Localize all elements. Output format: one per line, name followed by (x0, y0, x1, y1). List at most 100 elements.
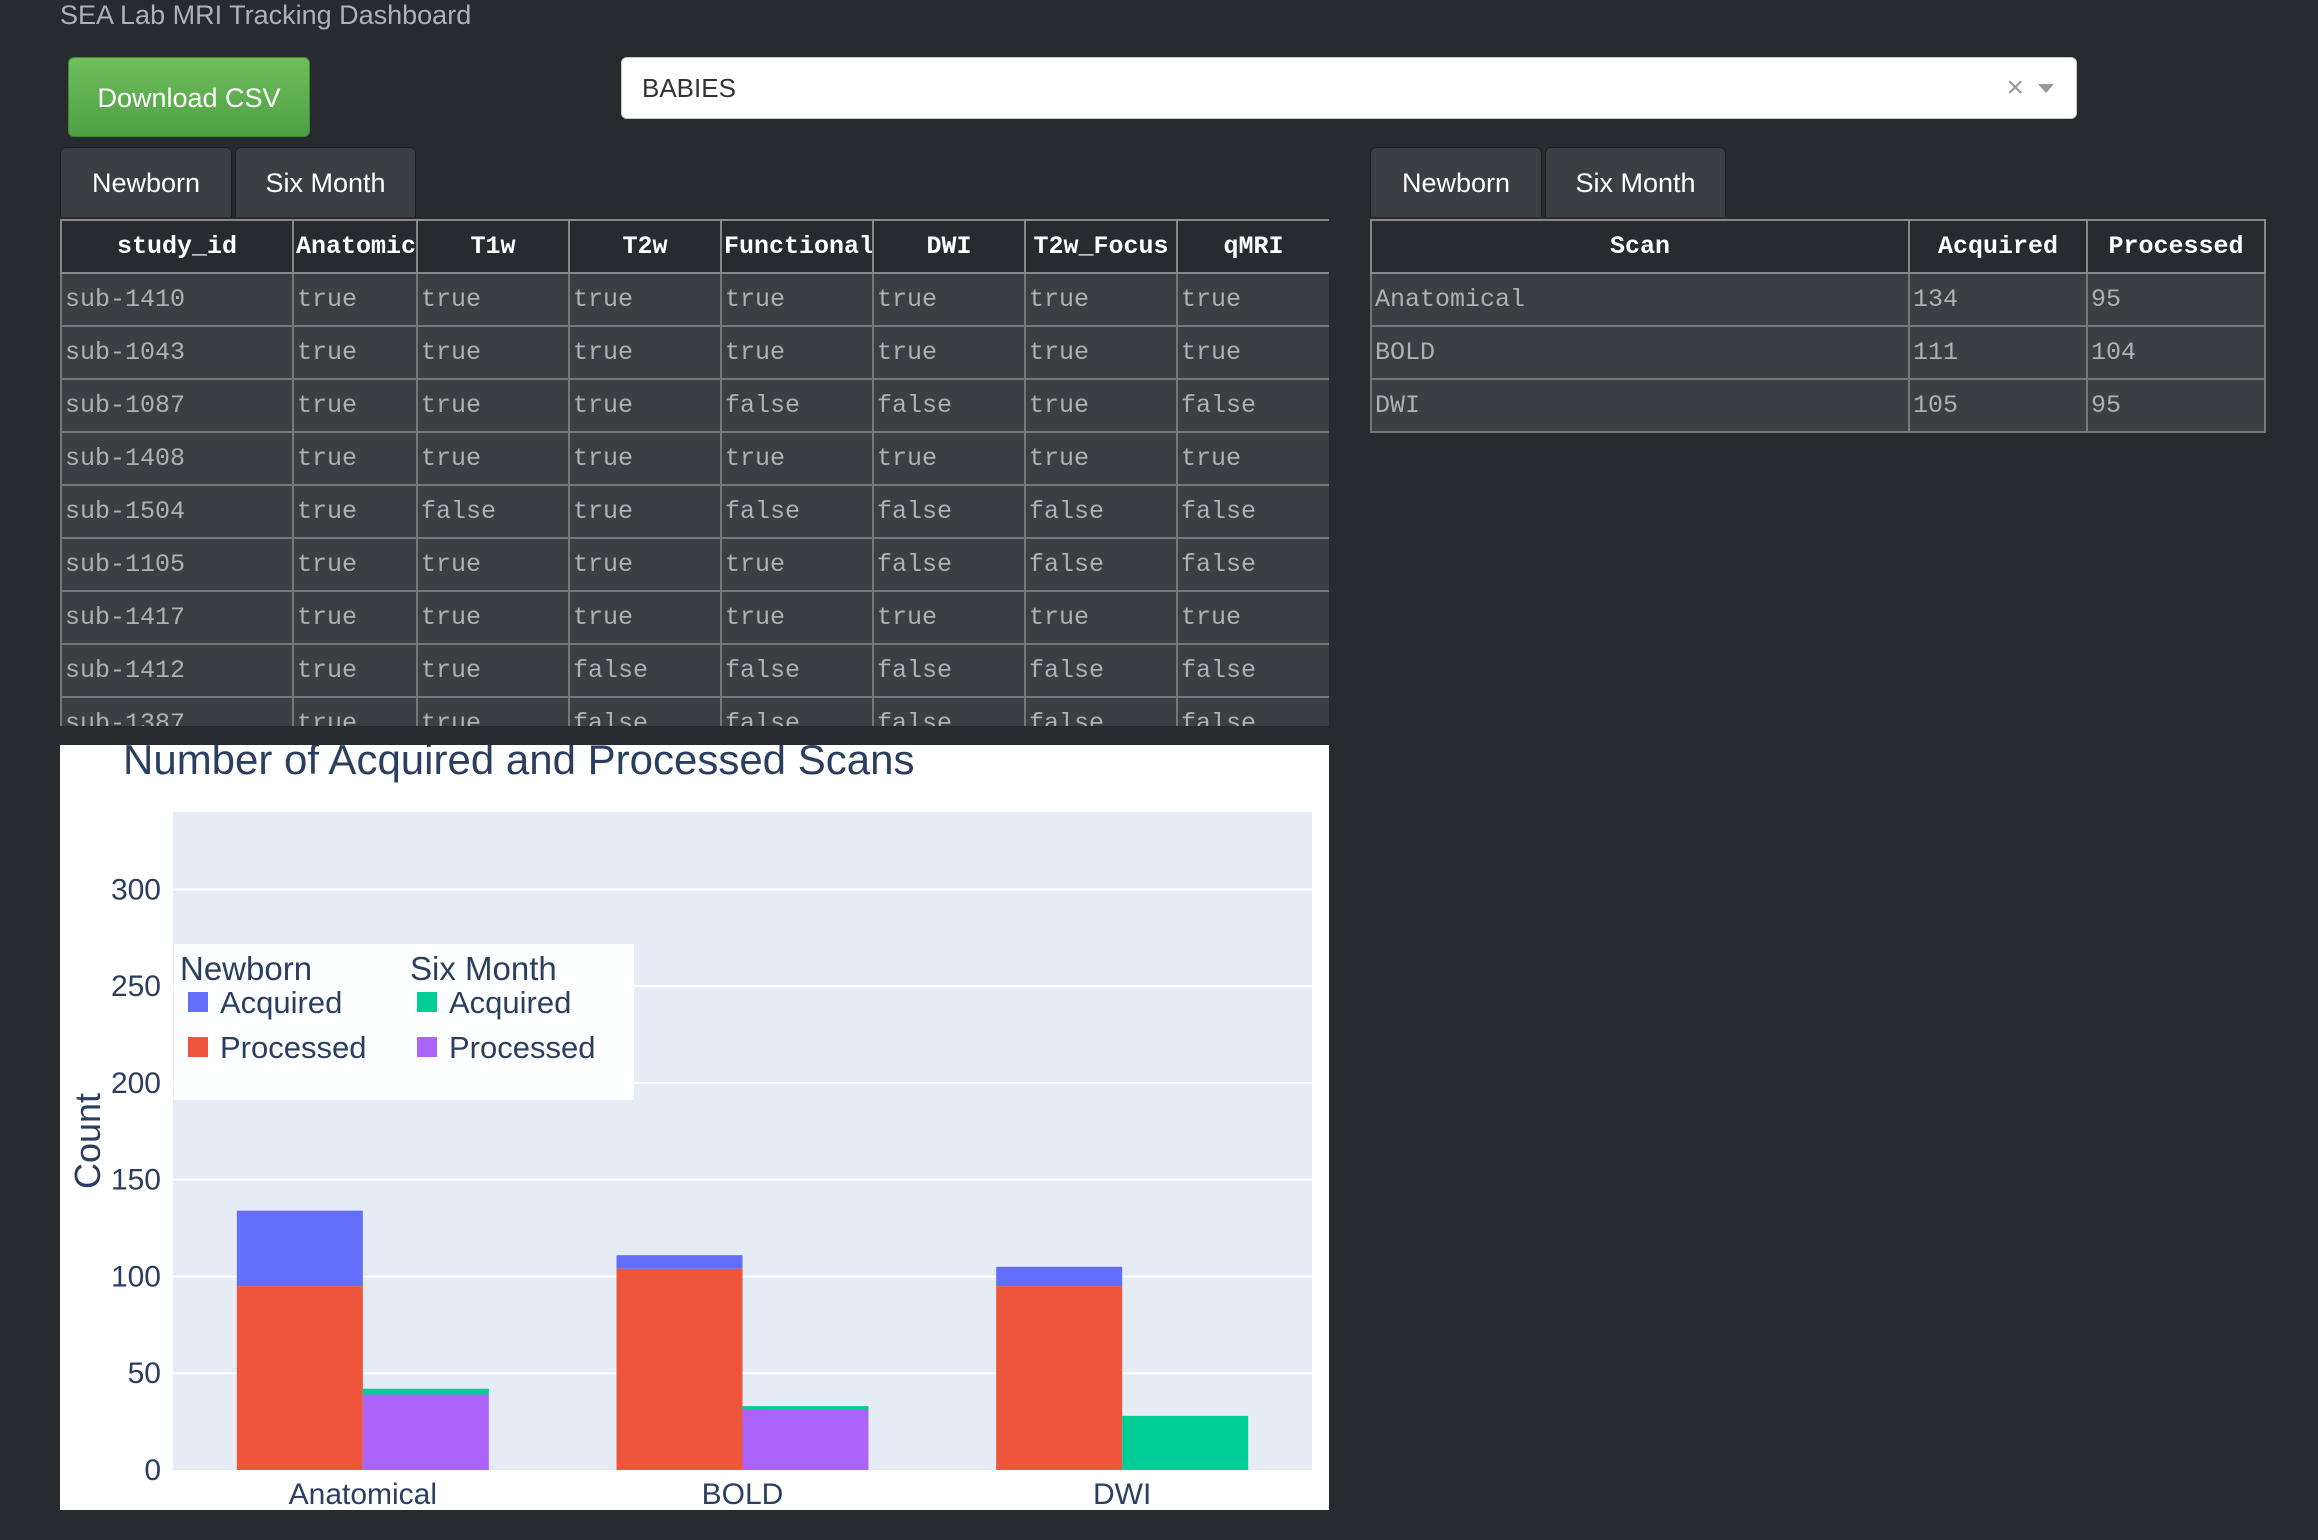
subject-table-cell[interactable]: true (416, 272, 570, 327)
subject-table-cell[interactable]: true (568, 537, 722, 592)
subject-table-cell[interactable]: true (872, 272, 1026, 327)
subject-table-cell[interactable]: true (1176, 431, 1329, 486)
tab-six-month-left[interactable]: Six Month (235, 147, 416, 217)
subject-table-cell[interactable]: false (872, 696, 1026, 726)
subject-table-cell[interactable]: true (720, 590, 874, 645)
subject-table-cell[interactable]: true (568, 590, 722, 645)
subject-table-header-3[interactable]: T2w (568, 219, 722, 274)
summary-table-cell[interactable]: DWI (1370, 378, 1910, 433)
tab-newborn-right[interactable]: Newborn (1370, 147, 1542, 217)
subject-table-cell[interactable]: true (872, 590, 1026, 645)
subject-table-cell[interactable]: true (292, 643, 418, 698)
subject-table-cell[interactable]: true (1176, 272, 1329, 327)
chevron-down-icon[interactable] (2038, 84, 2054, 93)
subject-table-cell[interactable]: true (1024, 590, 1178, 645)
subject-table-cell[interactable]: true (720, 325, 874, 380)
subject-table-cell[interactable]: sub-1412 (60, 643, 294, 698)
subject-table-cell[interactable]: false (416, 484, 570, 539)
subject-table-cell[interactable]: true (568, 272, 722, 327)
summary-table-header-0[interactable]: Scan (1370, 219, 1910, 274)
subject-table-header-5[interactable]: DWI (872, 219, 1026, 274)
subject-table-cell[interactable]: true (568, 325, 722, 380)
subject-table-cell[interactable]: true (872, 325, 1026, 380)
subject-table-container[interactable]: study_idAnatomicalT1wT2wFunctionalDWIT2w… (60, 219, 1329, 726)
summary-table-header-1[interactable]: Acquired (1908, 219, 2088, 274)
subject-table-cell[interactable]: false (1176, 537, 1329, 592)
subject-table-cell[interactable]: sub-1417 (60, 590, 294, 645)
clear-icon[interactable]: × (2006, 71, 2024, 104)
subject-table-cell[interactable]: true (720, 272, 874, 327)
subject-table-cell[interactable]: sub-1504 (60, 484, 294, 539)
subject-table-cell[interactable]: false (720, 643, 874, 698)
subject-table-cell[interactable]: false (1176, 378, 1329, 433)
subject-table-cell[interactable]: true (872, 431, 1026, 486)
subject-table-cell[interactable]: true (292, 484, 418, 539)
subject-table-cell[interactable]: true (720, 537, 874, 592)
subject-table-cell[interactable]: true (292, 696, 418, 726)
subject-table-cell[interactable]: false (568, 643, 722, 698)
cohort-dropdown[interactable]: BABIES × (621, 57, 2077, 119)
subject-table-cell[interactable]: false (720, 696, 874, 726)
subject-table-cell[interactable]: true (292, 325, 418, 380)
subject-table-cell[interactable]: true (416, 537, 570, 592)
subject-table-cell[interactable]: true (1176, 325, 1329, 380)
subject-table-cell[interactable]: true (292, 378, 418, 433)
subject-table-cell[interactable]: true (416, 696, 570, 726)
subject-table-cell[interactable]: false (1024, 484, 1178, 539)
subject-table-cell[interactable]: false (872, 484, 1026, 539)
summary-table-cell[interactable]: 111 (1908, 325, 2088, 380)
subject-table-cell[interactable]: sub-1043 (60, 325, 294, 380)
subject-table-cell[interactable]: true (1024, 325, 1178, 380)
subject-table-cell[interactable]: true (568, 431, 722, 486)
subject-table-cell[interactable]: true (1024, 272, 1178, 327)
summary-table-cell[interactable]: 104 (2086, 325, 2266, 380)
subject-table-cell[interactable]: false (1176, 484, 1329, 539)
tab-six-month-right[interactable]: Six Month (1545, 147, 1726, 217)
subject-table-cell[interactable]: true (1176, 590, 1329, 645)
tab-newborn-left[interactable]: Newborn (60, 147, 232, 217)
subject-table-cell[interactable]: false (872, 643, 1026, 698)
summary-table-cell[interactable]: 134 (1908, 272, 2088, 327)
subject-table-cell[interactable]: false (720, 378, 874, 433)
subject-table-cell[interactable]: true (416, 325, 570, 380)
subject-table-cell[interactable]: false (568, 696, 722, 726)
subject-table-header-6[interactable]: T2w_Focus (1024, 219, 1178, 274)
subject-table-header-7[interactable]: qMRI (1176, 219, 1329, 274)
summary-table-cell[interactable]: 95 (2086, 378, 2266, 433)
summary-table-cell[interactable]: Anatomical (1370, 272, 1910, 327)
summary-table-cell[interactable]: BOLD (1370, 325, 1910, 380)
subject-table-cell[interactable]: false (720, 484, 874, 539)
subject-table-cell[interactable]: false (1176, 643, 1329, 698)
subject-table-cell[interactable]: true (568, 378, 722, 433)
subject-table-cell[interactable]: false (1024, 537, 1178, 592)
subject-table-cell[interactable]: false (1024, 696, 1178, 726)
subject-table-cell[interactable]: true (416, 643, 570, 698)
summary-table-cell[interactable]: 95 (2086, 272, 2266, 327)
summary-table-header-2[interactable]: Processed (2086, 219, 2266, 274)
download-csv-button[interactable]: Download CSV (68, 57, 310, 137)
subject-table-header-0[interactable]: study_id (60, 219, 294, 274)
subject-table-cell[interactable]: true (292, 431, 418, 486)
subject-table-cell[interactable]: true (292, 272, 418, 327)
subject-table-header-4[interactable]: Functional (720, 219, 874, 274)
subject-table-cell[interactable]: sub-1387 (60, 696, 294, 726)
subject-table-header-1[interactable]: Anatomical (292, 219, 418, 274)
summary-table-cell[interactable]: 105 (1908, 378, 2088, 433)
subject-table-cell[interactable]: sub-1087 (60, 378, 294, 433)
subject-table-cell[interactable]: true (416, 431, 570, 486)
subject-table-cell[interactable]: sub-1408 (60, 431, 294, 486)
subject-table-cell[interactable]: true (720, 431, 874, 486)
subject-table-cell[interactable]: false (872, 378, 1026, 433)
subject-table-cell[interactable]: true (292, 590, 418, 645)
subject-table-cell[interactable]: true (416, 590, 570, 645)
subject-table-cell[interactable]: false (1024, 643, 1178, 698)
subject-table-cell[interactable]: true (292, 537, 418, 592)
subject-table-cell[interactable]: true (416, 378, 570, 433)
subject-table-cell[interactable]: true (1024, 378, 1178, 433)
subject-table-cell[interactable]: sub-1105 (60, 537, 294, 592)
subject-table-cell[interactable]: false (1176, 696, 1329, 726)
subject-table-cell[interactable]: sub-1410 (60, 272, 294, 327)
subject-table-cell[interactable]: true (568, 484, 722, 539)
subject-table-cell[interactable]: true (1024, 431, 1178, 486)
subject-table-cell[interactable]: false (872, 537, 1026, 592)
